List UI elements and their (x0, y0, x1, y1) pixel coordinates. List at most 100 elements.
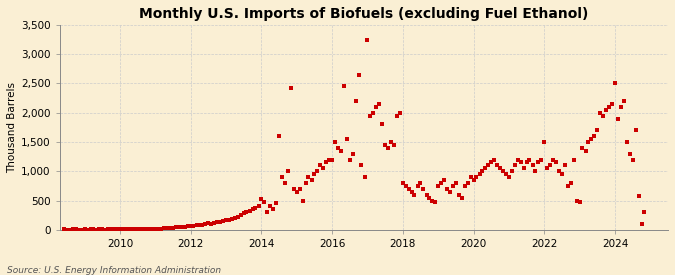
Point (247, 207, 258, 211)
Text: Source: U.S. Energy Information Administration: Source: U.S. Energy Information Administ… (7, 266, 221, 275)
Point (435, 181, 446, 185)
Point (106, 227, 117, 232)
Point (497, 169, 508, 174)
Point (132, 227, 143, 231)
Point (527, 163, 538, 167)
Point (530, 169, 541, 174)
Point (344, 157, 355, 162)
Point (194, 222, 205, 227)
Point (147, 227, 158, 231)
Point (273, 134, 284, 138)
Point (395, 111, 406, 115)
Point (560, 163, 570, 167)
Point (277, 175, 288, 179)
Point (383, 146, 394, 150)
Y-axis label: Thousand Barrels: Thousand Barrels (7, 82, 17, 173)
Point (636, 222, 647, 226)
Point (150, 227, 161, 231)
Point (586, 137, 597, 141)
Point (161, 226, 172, 230)
Point (182, 224, 193, 229)
Point (218, 219, 229, 223)
Point (100, 227, 111, 232)
Point (385, 140, 396, 144)
Point (598, 113, 609, 118)
Point (256, 197, 267, 202)
Point (577, 146, 588, 150)
Point (262, 210, 273, 214)
Point (627, 157, 638, 162)
Point (61, 227, 72, 232)
Point (165, 226, 176, 230)
Point (85, 227, 96, 232)
Point (138, 227, 149, 232)
Point (568, 157, 579, 162)
Point (309, 172, 320, 176)
Point (121, 227, 132, 232)
Point (221, 218, 232, 222)
Point (465, 175, 476, 179)
Point (64, 227, 75, 232)
Point (406, 189, 417, 194)
Point (377, 122, 387, 127)
Point (279, 181, 290, 185)
Point (639, 210, 650, 214)
Point (421, 192, 432, 197)
Point (109, 227, 119, 232)
Point (124, 227, 134, 232)
Point (504, 175, 514, 179)
Point (610, 81, 620, 86)
Point (616, 105, 626, 109)
Point (589, 134, 600, 138)
Point (547, 157, 558, 162)
Point (362, 37, 373, 42)
Point (347, 152, 358, 156)
Point (212, 220, 223, 224)
Point (59, 227, 70, 232)
Point (321, 160, 331, 165)
Point (486, 160, 497, 165)
Point (111, 227, 122, 232)
Point (338, 84, 349, 89)
Point (607, 102, 618, 106)
Point (203, 221, 214, 226)
Point (566, 181, 576, 185)
Point (115, 227, 126, 232)
Point (300, 181, 311, 185)
Point (524, 157, 535, 162)
Point (512, 157, 523, 162)
Point (297, 198, 308, 203)
Point (288, 187, 299, 191)
Point (430, 199, 441, 204)
Point (539, 140, 549, 144)
Point (448, 184, 458, 188)
Point (515, 160, 526, 165)
Point (427, 198, 437, 203)
Point (70, 227, 81, 232)
Point (633, 194, 644, 198)
Point (356, 163, 367, 167)
Point (495, 166, 506, 170)
Point (227, 217, 238, 221)
Point (415, 181, 426, 185)
Point (329, 140, 340, 144)
Point (76, 227, 87, 232)
Point (159, 226, 169, 231)
Point (117, 227, 128, 232)
Point (433, 184, 443, 188)
Point (554, 169, 564, 174)
Point (241, 210, 252, 214)
Point (418, 187, 429, 191)
Point (439, 178, 450, 182)
Point (630, 128, 641, 133)
Point (624, 152, 635, 156)
Point (73, 227, 84, 232)
Point (324, 157, 335, 162)
Point (185, 224, 196, 228)
Point (542, 166, 553, 170)
Point (333, 146, 344, 150)
Point (267, 207, 278, 211)
Point (371, 105, 381, 109)
Point (374, 102, 385, 106)
Point (353, 72, 364, 77)
